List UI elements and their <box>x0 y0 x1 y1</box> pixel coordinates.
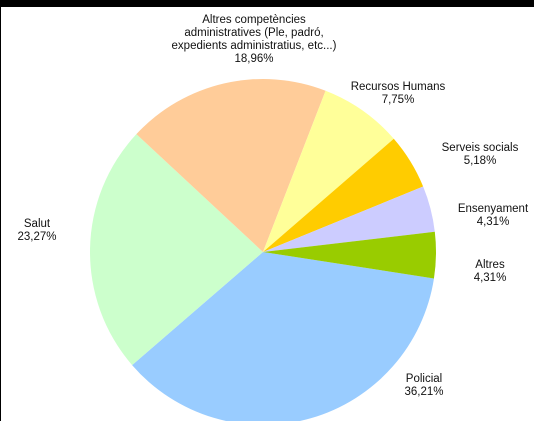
pie-slice-recursos-humans <box>263 90 394 252</box>
pie-slice-altres-competencies <box>136 78 326 252</box>
slice-label-serveis-socials: Serveis socials 5,18% <box>442 142 519 167</box>
slice-name-label: administratives (Ple, padró, <box>184 27 323 39</box>
pie-labels: Policial 36,21% Salut 23,27% Altres competèn… <box>17 14 528 398</box>
pie-slice-policial <box>132 252 434 421</box>
pie-slice-ensenyament <box>263 186 435 252</box>
slice-percent-label: 18,96% <box>234 53 273 65</box>
slice-label-recursos-humans: Recursos Humans 7,75% <box>351 81 446 106</box>
slice-name-label: Recursos Humans <box>351 81 446 93</box>
slice-percent-label: 5,18% <box>464 155 497 167</box>
pie-slice-altres <box>263 231 436 279</box>
slice-percent-label: 23,27% <box>17 231 56 243</box>
slice-name-label: Altres <box>475 259 505 271</box>
slice-label-salut: Salut 23,27% <box>17 218 56 243</box>
pie-slices <box>90 78 436 421</box>
slice-name-label: Salut <box>24 218 51 230</box>
slice-percent-label: 36,21% <box>404 386 443 398</box>
slice-percent-label: 4,31% <box>477 216 510 228</box>
slice-label-altres-competencies: Altres competències administratives (Ple,… <box>172 14 337 65</box>
slice-percent-label: 7,75% <box>382 94 415 106</box>
slice-name-label: Altres competències <box>202 14 306 26</box>
pie-slice-salut <box>90 134 264 366</box>
slice-name-label: Ensenyament <box>458 203 529 215</box>
slice-name-label: expedients administratius, etc...) <box>172 40 337 52</box>
slice-percent-label: 4,31% <box>474 272 507 284</box>
slice-name-label: Serveis socials <box>442 142 519 154</box>
slice-label-altres: Altres 4,31% <box>474 259 507 284</box>
pie-slice-serveis-socials <box>263 138 424 252</box>
slice-label-ensenyament: Ensenyament 4,31% <box>458 203 529 228</box>
slice-label-policial: Policial 36,21% <box>404 373 443 398</box>
slice-name-label: Policial <box>406 373 442 385</box>
